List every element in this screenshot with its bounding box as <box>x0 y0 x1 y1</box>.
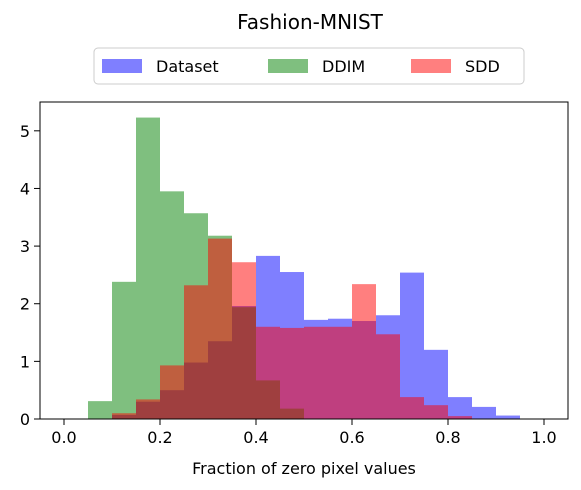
plot-area-frame <box>39 101 569 420</box>
y-tick-label: 3 <box>20 237 30 256</box>
x-tick-label: 1.0 <box>531 428 556 447</box>
histogram-bar <box>88 401 112 419</box>
x-tick-label: 0.0 <box>51 428 76 447</box>
y-tick-label: 2 <box>20 295 30 314</box>
chart-title: Fashion-MNIST <box>237 10 384 34</box>
y-tick-label: 5 <box>20 122 30 141</box>
legend-swatch <box>268 59 308 73</box>
y-tick-label: 4 <box>20 179 30 198</box>
histogram-bar <box>232 262 256 419</box>
histogram-bar <box>352 284 376 419</box>
y-tick-label: 0 <box>20 410 30 429</box>
x-tick-label: 0.2 <box>147 428 172 447</box>
x-tick-label: 0.4 <box>243 428 268 447</box>
histogram-bar <box>280 327 304 419</box>
histogram-bar <box>400 272 424 419</box>
histogram-bar <box>472 406 496 419</box>
legend-swatch <box>411 59 451 73</box>
histogram-bar <box>496 415 520 419</box>
histogram-bar <box>112 413 136 419</box>
histogram-bar <box>424 405 448 419</box>
y-axis: 0 1 2 3 4 5 <box>20 122 40 429</box>
histogram-bars <box>88 117 520 419</box>
histogram-bar <box>376 334 400 419</box>
x-tick-label: 0.8 <box>435 428 460 447</box>
histogram-bar <box>136 117 160 419</box>
histogram-bar <box>256 326 280 419</box>
histogram-bar <box>136 399 160 419</box>
histogram-bar <box>184 285 208 419</box>
series-sdd <box>112 238 472 419</box>
histogram-bar <box>400 397 424 419</box>
histogram-bar <box>448 397 472 419</box>
legend-label: SDD <box>465 57 500 76</box>
histogram-bar <box>448 416 472 419</box>
y-tick-label: 1 <box>20 352 30 371</box>
histogram-bar <box>304 326 328 419</box>
legend-label: DDIM <box>322 57 365 76</box>
histogram-bar <box>112 281 136 419</box>
legend: Dataset DDIM SDD <box>93 47 525 85</box>
x-axis-label: Fraction of zero pixel values <box>192 459 416 478</box>
legend-swatch <box>102 59 142 73</box>
legend-label: Dataset <box>156 57 219 76</box>
x-axis: 0.0 0.2 0.4 0.6 0.8 1.0 <box>51 419 557 447</box>
histogram-bar <box>328 326 352 419</box>
histogram-bar <box>160 365 184 419</box>
legend-frame <box>93 47 525 85</box>
x-tick-label: 0.6 <box>339 428 364 447</box>
histogram-bar <box>208 238 232 419</box>
